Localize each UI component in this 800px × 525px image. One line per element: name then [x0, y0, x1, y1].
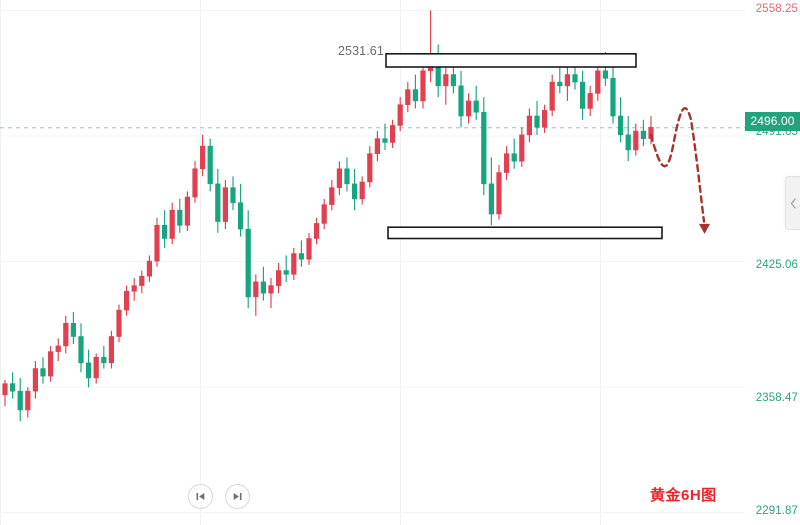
candles-group: [2, 10, 654, 422]
axis-tick-2358-47: 2358.47: [755, 392, 798, 404]
current-price-badge: 2496.00: [745, 112, 800, 131]
bearish-projection-path[interactable]: [649, 106, 710, 234]
playback-controls[interactable]: [188, 484, 250, 509]
candlestick-svg: [0, 0, 745, 525]
skip-to-start-button[interactable]: [188, 484, 213, 509]
axis-tick-2291-87: 2291.87: [755, 505, 798, 517]
projection-dashed-curve: [649, 106, 706, 223]
resistance-price-label: 2531.61: [338, 44, 384, 58]
chevron-left-icon: [790, 197, 796, 209]
support-zone-rect[interactable]: [387, 226, 663, 240]
axis-tick-2558-25: 2558.25: [755, 3, 798, 15]
skip-to-end-button[interactable]: [225, 484, 250, 509]
zone-rectangles-group[interactable]: [385, 53, 663, 240]
resistance-zone-rect[interactable]: [385, 53, 637, 68]
skip-to-end-icon: [233, 493, 242, 500]
gridlines-group: [0, 0, 745, 525]
axis-tick-2425-06: 2425.06: [755, 259, 798, 271]
price-axis-panel[interactable]: 2558.25 2491.65 2425.06 2358.47 2291.87 2496…: [745, 0, 800, 525]
projection-arrowhead: [699, 223, 710, 234]
chart-watermark: 黄金6H图: [650, 487, 717, 504]
skip-to-start-icon: [196, 493, 205, 500]
chart-plot-area[interactable]: 2531.61 黄金6H图: [0, 0, 745, 525]
collapse-panel-tab[interactable]: [785, 176, 800, 230]
